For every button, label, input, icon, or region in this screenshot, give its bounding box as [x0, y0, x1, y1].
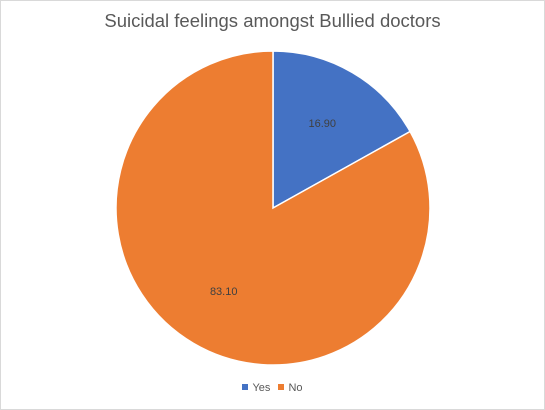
- legend-item-yes: Yes: [242, 382, 270, 394]
- legend-swatch-no: [278, 384, 285, 391]
- data-label-no: 83.10: [210, 286, 238, 298]
- legend-swatch-yes: [242, 384, 249, 391]
- legend-label-yes: Yes: [252, 382, 271, 394]
- chart-title: Suicidal feelings amongst Bullied doctor…: [104, 10, 441, 31]
- data-label-yes: 16.90: [309, 118, 337, 130]
- pie-slice-yes: [272, 50, 412, 210]
- pie-slice-no: [115, 50, 431, 366]
- legend: Yes No: [1, 382, 544, 394]
- legend-label-no: No: [288, 382, 303, 394]
- legend-item-no: No: [278, 382, 303, 394]
